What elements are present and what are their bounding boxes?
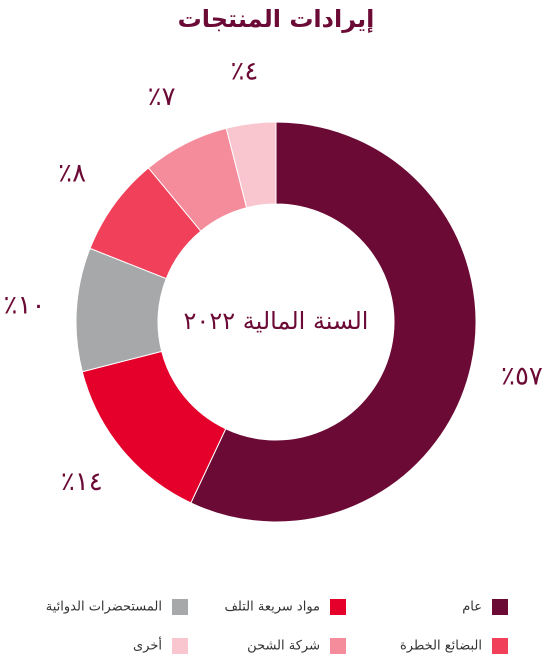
donut-slice <box>225 121 277 209</box>
legend-label: مواد سريعة التلف <box>224 600 320 615</box>
data-label: ٪٥٧ <box>501 361 543 391</box>
legend-label: عام <box>462 600 482 615</box>
data-label: ٪١٤ <box>61 467 103 497</box>
data-label: ٪٤ <box>230 56 258 86</box>
data-label: ٪٧ <box>148 82 176 112</box>
legend-swatch <box>172 638 188 654</box>
legend-swatch <box>492 638 508 654</box>
legend-label: البضائع الخطرة <box>400 639 482 654</box>
legend-swatch <box>330 599 346 615</box>
center-label: السنة المالية ٢٠٢٢ <box>184 307 369 335</box>
legend-label: المستحضرات الدوائية <box>46 600 162 615</box>
legend-label: أخرى <box>133 637 162 654</box>
legend-label: شركة الشحن <box>247 639 320 654</box>
donut-slice <box>190 121 477 523</box>
data-label: ٪١٠ <box>4 291 46 321</box>
data-label: ٪٨ <box>58 158 86 188</box>
legend-swatch <box>492 599 508 615</box>
legend-swatch <box>172 599 188 615</box>
chart-title: إيرادات المنتجات <box>178 5 375 33</box>
legend-swatch <box>330 638 346 654</box>
